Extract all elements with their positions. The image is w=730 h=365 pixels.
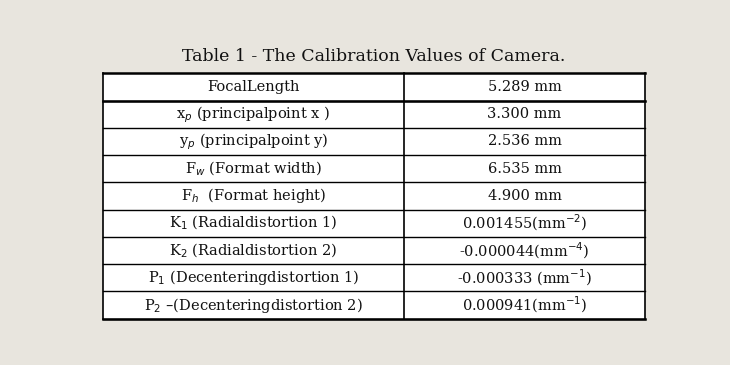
Text: P$_1$ (Decenteringdistortion 1): P$_1$ (Decenteringdistortion 1) <box>147 268 359 287</box>
Text: y$_p$ (principalpoint y): y$_p$ (principalpoint y) <box>179 131 328 152</box>
Text: 6.535 mm: 6.535 mm <box>488 162 561 176</box>
Text: Table 1 - The Calibration Values of Camera.: Table 1 - The Calibration Values of Came… <box>182 48 566 65</box>
Text: FocalLength: FocalLength <box>207 80 300 94</box>
Text: 3.300 mm: 3.300 mm <box>488 107 561 121</box>
Text: K$_1$ (Radialdistortion 1): K$_1$ (Radialdistortion 1) <box>169 214 337 233</box>
Text: F$_w$ (Format width): F$_w$ (Format width) <box>185 160 322 178</box>
Text: -0.000333 (mm$^{-1}$): -0.000333 (mm$^{-1}$) <box>457 268 592 288</box>
Text: 5.289 mm: 5.289 mm <box>488 80 561 94</box>
Text: F$_h$  (Format height): F$_h$ (Format height) <box>181 187 326 205</box>
Text: x$_p$ (principalpoint x ): x$_p$ (principalpoint x ) <box>177 104 331 124</box>
Text: -0.000044(mm$^{-4}$): -0.000044(mm$^{-4}$) <box>459 240 590 261</box>
Text: 2.536 mm: 2.536 mm <box>488 134 561 149</box>
Text: 4.900 mm: 4.900 mm <box>488 189 561 203</box>
Text: P$_2$ –(Decenteringdistortion 2): P$_2$ –(Decenteringdistortion 2) <box>144 296 363 315</box>
Text: 0.001455(mm$^{-2}$): 0.001455(mm$^{-2}$) <box>462 213 588 234</box>
Text: K$_2$ (Radialdistortion 2): K$_2$ (Radialdistortion 2) <box>169 241 337 260</box>
Text: 0.000941(mm$^{-1}$): 0.000941(mm$^{-1}$) <box>462 295 588 315</box>
